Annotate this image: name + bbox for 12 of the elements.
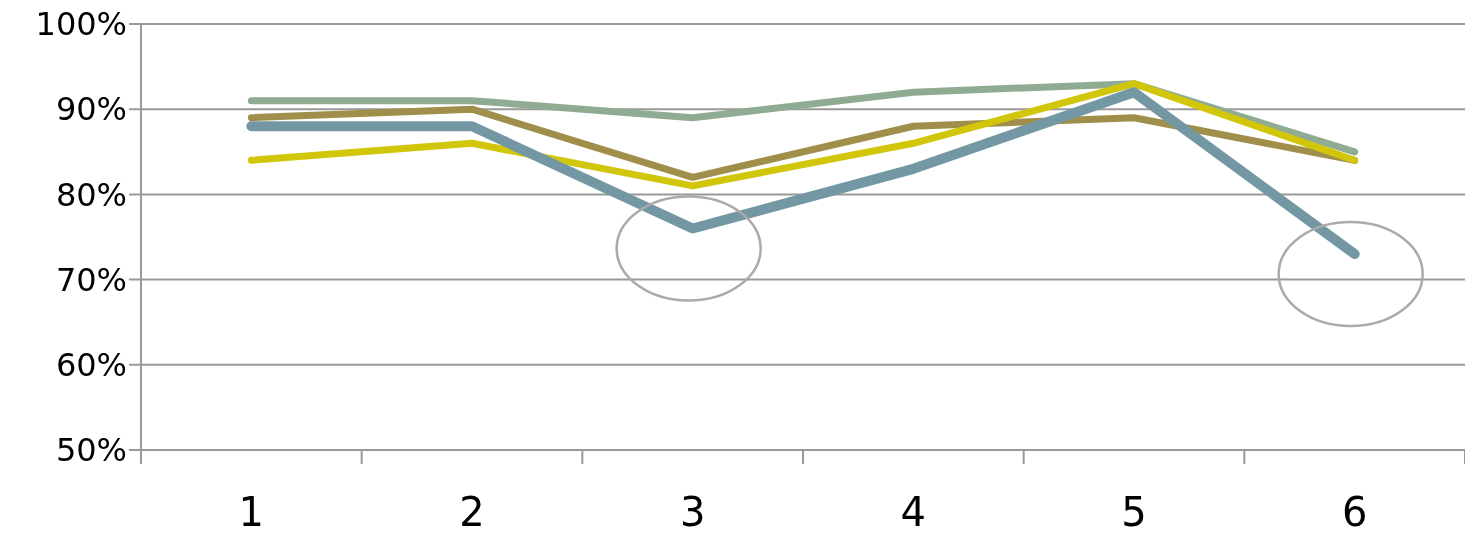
y-tick-label: 100% <box>35 5 127 44</box>
x-tick-label: 4 <box>900 489 927 535</box>
y-tick-label: 80% <box>55 175 127 214</box>
x-tick-label: 1 <box>238 489 265 535</box>
y-tick-label: 70% <box>55 260 127 299</box>
y-tick-label: 50% <box>55 431 127 470</box>
x-tick-label: 5 <box>1121 489 1147 535</box>
y-tick-label: 60% <box>55 346 127 384</box>
x-tick-label: 6 <box>1341 489 1368 535</box>
x-tick-label: 3 <box>679 489 706 535</box>
y-tick-label: 90% <box>55 90 127 129</box>
x-tick-label: 2 <box>459 489 485 535</box>
